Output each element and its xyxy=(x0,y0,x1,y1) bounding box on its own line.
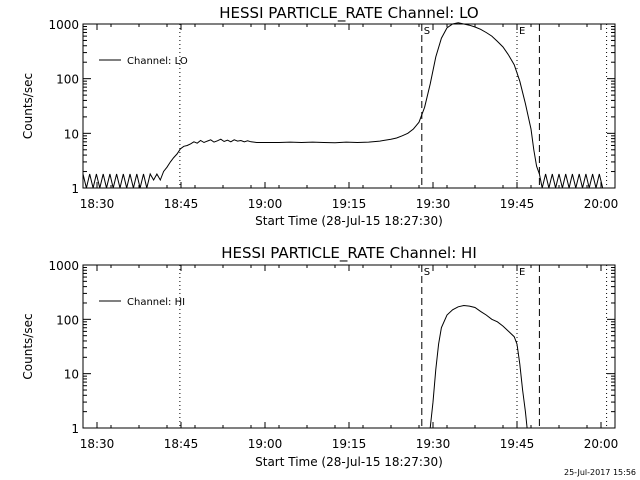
x-tick-label-hi: 19:45 xyxy=(500,437,535,451)
y-tick-label-hi: 10 xyxy=(64,368,79,382)
x-tick-label-lo: 19:00 xyxy=(248,197,283,211)
y-tick-label-lo: 100 xyxy=(56,73,79,87)
y-tick-label-hi: 1000 xyxy=(48,259,79,273)
plot-frame-hi xyxy=(82,264,616,429)
y-axis-label-hi: Counts/sec xyxy=(21,313,35,379)
x-tick-label-lo: 19:30 xyxy=(416,197,451,211)
x-tick-label-hi: 20:00 xyxy=(584,437,619,451)
x-axis-label-lo: Start Time (28-Jul-15 18:27:30) xyxy=(255,214,443,228)
x-tick-label-hi: 19:15 xyxy=(332,437,367,451)
legend-label-hi: Channel: HI xyxy=(127,297,185,308)
y-tick-label-lo: 1000 xyxy=(48,18,79,32)
series-line-lo xyxy=(82,22,604,189)
legend-label-lo: Channel: LO xyxy=(127,56,188,67)
plot-frame-lo xyxy=(82,23,616,189)
y-tick-label-lo: 10 xyxy=(64,127,79,141)
marker-label-s-hi: S xyxy=(424,267,430,278)
marker-label-e-hi: E xyxy=(519,267,525,278)
y-tick-label-hi: 1 xyxy=(71,422,79,436)
x-tick-label-lo: 19:45 xyxy=(500,197,535,211)
y-tick-label-lo: 1 xyxy=(71,182,79,196)
x-tick-label-lo: 19:15 xyxy=(332,197,367,211)
x-tick-label-hi: 19:00 xyxy=(248,437,283,451)
y-axis-label-lo: Counts/sec xyxy=(21,73,35,139)
x-tick-label-lo: 18:45 xyxy=(164,197,199,211)
chart-title-lo: HESSI PARTICLE_RATE Channel: LO xyxy=(219,4,478,23)
x-tick-label-hi: 19:30 xyxy=(416,437,451,451)
x-tick-label-lo: 20:00 xyxy=(584,197,619,211)
x-tick-label-hi: 18:45 xyxy=(164,437,199,451)
x-tick-label-hi: 18:30 xyxy=(80,437,115,451)
series-line-hi xyxy=(429,304,528,429)
x-tick-label-lo: 18:30 xyxy=(80,197,115,211)
panel-lo: HESSI PARTICLE_RATE Channel: LO 18:30 18:4… xyxy=(21,4,618,228)
y-tick-label-hi: 100 xyxy=(56,313,79,327)
footer-timestamp: 25-Jul-2017 15:56 xyxy=(564,468,636,477)
panel-hi: HESSI PARTICLE_RATE Channel: HI 18:30 18:4… xyxy=(21,244,618,469)
x-axis-label-hi: Start Time (28-Jul-15 18:27:30) xyxy=(255,455,443,469)
marker-label-e-lo: E xyxy=(519,26,525,37)
chart-title-hi: HESSI PARTICLE_RATE Channel: HI xyxy=(221,244,477,263)
marker-label-s-lo: S xyxy=(424,26,430,37)
